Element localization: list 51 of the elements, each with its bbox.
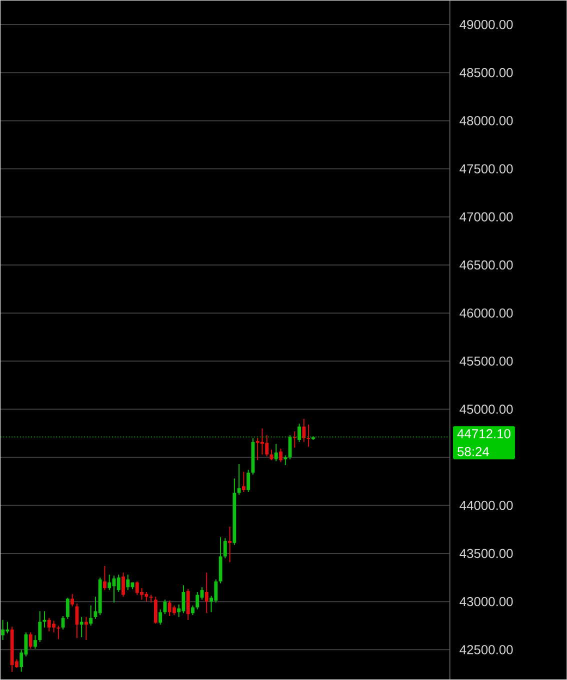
y-tick-label: 43500.00 <box>460 548 513 558</box>
y-tick-label: 45500.00 <box>460 356 513 366</box>
candlestick <box>298 423 302 442</box>
candlestick <box>103 566 107 591</box>
candlestick <box>238 464 241 496</box>
candlestick <box>89 604 93 626</box>
candlestick <box>302 418 306 442</box>
candlestick <box>270 449 274 461</box>
candlestick <box>70 593 74 607</box>
y-tick-label: 47500.00 <box>460 164 513 174</box>
candlestick <box>126 574 130 591</box>
candlestick <box>224 538 228 559</box>
candlestick <box>48 617 52 632</box>
candlestick <box>108 574 112 591</box>
candlestick <box>246 469 250 492</box>
candlestick <box>1 619 5 641</box>
y-tick-label: 42500.00 <box>460 645 513 654</box>
y-tick-label: 46500.00 <box>460 260 513 270</box>
candlestick <box>38 610 42 642</box>
y-tick-label: 48500.00 <box>460 68 513 78</box>
candlestick <box>284 454 288 466</box>
candlestick <box>29 632 32 650</box>
y-tick-label: 47000.00 <box>460 212 513 222</box>
y-tick-label: 45000.00 <box>460 404 513 414</box>
candlestick <box>158 608 162 626</box>
y-tick-label: 44000.00 <box>460 500 513 510</box>
candlestick <box>56 625 60 640</box>
candlestick <box>186 588 190 620</box>
candlestick <box>66 597 70 620</box>
ref-line-label: 44712.10 <box>457 429 511 438</box>
candlestick <box>122 572 126 598</box>
candlestick <box>274 443 278 462</box>
candlestick <box>279 448 283 463</box>
candlestick <box>307 424 310 448</box>
candlestick <box>163 599 167 615</box>
y-tick-label: 49000.00 <box>460 20 513 30</box>
candlestick <box>34 634 38 650</box>
candlestick <box>191 604 195 616</box>
candlestick <box>154 596 158 624</box>
candlestick <box>228 526 232 563</box>
candlestick <box>293 430 297 448</box>
y-tick-label: 46000.00 <box>460 308 513 318</box>
candlestick <box>205 572 209 614</box>
y-tick-label: 43000.00 <box>460 597 513 606</box>
candlestick <box>242 471 246 492</box>
text: 58:24 <box>458 447 490 456</box>
candlestick <box>75 603 79 639</box>
candlestick <box>136 580 140 596</box>
candlestick <box>42 610 46 628</box>
y-tick-label: 48000.00 <box>460 116 513 126</box>
candlestick <box>196 591 200 610</box>
